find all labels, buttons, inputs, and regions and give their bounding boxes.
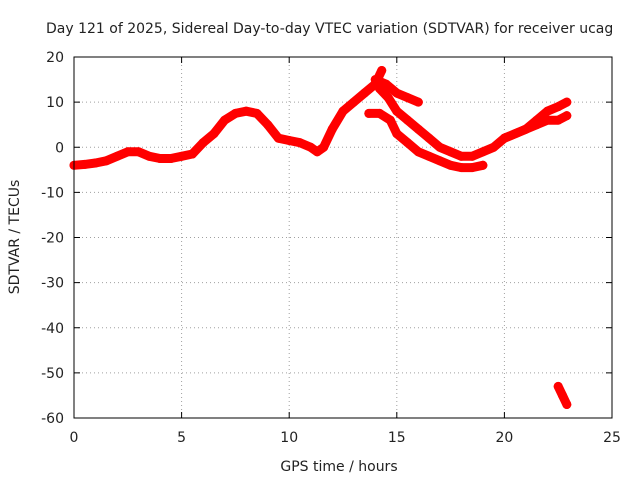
data-point (424, 151, 434, 161)
data-point (91, 158, 101, 168)
data-point (123, 147, 133, 157)
data-point (80, 159, 90, 169)
x-axis-label: GPS time / hours (280, 459, 397, 475)
data-point (284, 135, 294, 145)
data-point (252, 108, 262, 118)
x-tick-label: 25 (603, 430, 621, 446)
data-point (510, 129, 520, 139)
chart-title: Day 121 of 2025, Sidereal Day-to-day VTE… (46, 21, 613, 37)
grid (74, 57, 612, 418)
data-point (377, 66, 387, 76)
data-point (209, 129, 219, 139)
data-point (558, 390, 568, 400)
y-tick-label: 10 (46, 95, 64, 111)
data-point (478, 147, 488, 157)
data-point (312, 147, 322, 157)
data-point (456, 151, 466, 161)
data-point (478, 160, 488, 170)
data-point (467, 151, 477, 161)
y-tick-label: -10 (41, 185, 64, 201)
data-point (435, 156, 445, 166)
tick-labels: 0 5 10 15 20 25 -60 -50 -40 -30 -20 -10 0 10 20 (41, 50, 621, 446)
data-point (134, 147, 144, 157)
data-point (364, 108, 374, 118)
x-tick-label: 5 (177, 430, 186, 446)
data-point (187, 149, 197, 159)
x-tick-label: 0 (70, 430, 79, 446)
data-point (385, 115, 395, 125)
data-point (112, 151, 122, 161)
data-point (456, 163, 466, 173)
data-point (392, 129, 402, 139)
data-point (413, 97, 423, 107)
data-point (375, 108, 385, 118)
data-point (155, 154, 165, 164)
data-point (392, 106, 402, 116)
data-point (521, 124, 531, 134)
data-point (446, 160, 456, 170)
data-point (263, 120, 273, 130)
data-point (562, 97, 572, 107)
data-point (424, 133, 434, 143)
data-point (499, 133, 509, 143)
data-point (467, 163, 477, 173)
data-point (413, 124, 423, 134)
y-tick-label: -30 (41, 276, 64, 292)
data-point (177, 151, 187, 161)
data-point (435, 142, 445, 152)
data-point (532, 120, 542, 130)
y-axis-label: SDTVAR / TECUs (7, 180, 23, 295)
y-tick-label: -50 (41, 366, 64, 382)
data-point (562, 399, 572, 409)
x-tick-label: 20 (495, 430, 513, 446)
data-point (542, 106, 552, 116)
data-point (241, 106, 251, 116)
data-point (220, 115, 230, 125)
data-point (446, 147, 456, 157)
y-tick-label: -60 (41, 411, 64, 427)
data-point (295, 138, 305, 148)
x-tick-label: 10 (280, 430, 298, 446)
data-point (101, 156, 111, 166)
data-point (562, 111, 572, 121)
data-point (403, 138, 413, 148)
data-point (370, 75, 380, 85)
data-point (319, 142, 329, 152)
data-point (403, 93, 413, 103)
data-point (542, 115, 552, 125)
y-tick-label: 20 (46, 50, 64, 66)
data-point (327, 124, 337, 134)
data-point (413, 147, 423, 157)
y-tick-label: -20 (41, 231, 64, 247)
data-point (306, 142, 316, 152)
y-tick-label: 0 (55, 140, 64, 156)
data-point (166, 154, 176, 164)
x-tick-label: 15 (388, 430, 406, 446)
data-point (489, 142, 499, 152)
tick-marks (73, 56, 613, 419)
data-point (553, 381, 563, 391)
data-point (144, 151, 154, 161)
data-series (69, 66, 572, 409)
data-point (338, 106, 348, 116)
data-point (403, 115, 413, 125)
data-point (360, 88, 370, 98)
data-point (392, 88, 402, 98)
data-point (273, 133, 283, 143)
data-point (553, 115, 563, 125)
data-point (381, 79, 391, 89)
data-point (349, 97, 359, 107)
data-point (375, 84, 385, 94)
y-tick-label: -40 (41, 321, 64, 337)
data-point (230, 108, 240, 118)
data-point (198, 138, 208, 148)
data-point (383, 93, 393, 103)
data-point (553, 102, 563, 112)
